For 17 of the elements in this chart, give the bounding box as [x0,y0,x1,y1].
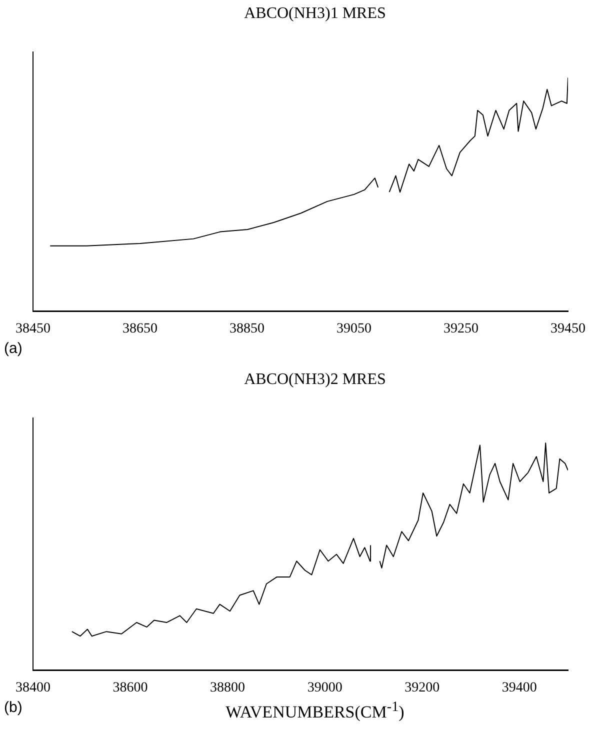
x-tick-label: 38400 [16,680,50,696]
chart-title: ABCO(NH3)2 MRES [243,370,387,390]
x-tick-label: 38800 [210,680,246,696]
x-tick-label: 38650 [122,321,158,336]
x-tick-label: 39450 [550,321,586,336]
text: (a) [4,340,22,357]
x-tick-label: 38850 [230,321,264,336]
text: (b) [4,699,22,716]
x-tick-label: 39000 [307,680,342,696]
x-tick-label: 39400 [502,680,537,696]
x-axis-title: WAVENUMBERS(CM$^{-1}$) [226,699,404,722]
x-tick-label: 39200 [404,680,440,696]
x-tick-label: 38600 [112,680,148,696]
chart-title: ABCO(NH3)1 MRES [243,4,387,24]
x-tick-label: 39250 [444,321,478,336]
x-tick-label: 38450 [16,321,50,336]
x-tick-label: 39050 [336,321,372,336]
